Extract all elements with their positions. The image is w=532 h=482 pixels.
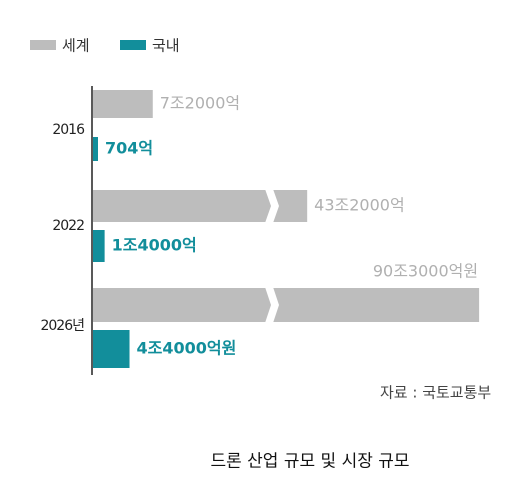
y-tick-label: 2016 (52, 122, 85, 138)
y-tick-label: 2026년 (40, 318, 84, 334)
y-tick-label: 2022 (52, 218, 84, 234)
value-label: 43조2000억 (314, 196, 405, 215)
value-label: 90조3000억원 (373, 262, 478, 281)
bar (93, 230, 105, 262)
bar (93, 90, 153, 118)
value-label: 1조4000억 (112, 236, 197, 255)
axis-break (265, 189, 279, 223)
source: 자료 : 국토교통부 (380, 384, 491, 402)
value-label: 704억 (105, 139, 153, 158)
axis-break (265, 287, 279, 323)
bar (93, 288, 480, 322)
legend-label: 세계 (62, 37, 90, 55)
legend-swatch (120, 40, 146, 50)
legend-label: 국내 (152, 37, 180, 55)
legend-swatch (30, 40, 56, 50)
bar (93, 330, 130, 368)
bar (93, 137, 98, 161)
caption: 드론 산업 규모 및 시장 규모 (210, 452, 409, 472)
value-label: 7조2000억 (160, 94, 240, 113)
value-label: 4조4000억원 (137, 339, 237, 358)
